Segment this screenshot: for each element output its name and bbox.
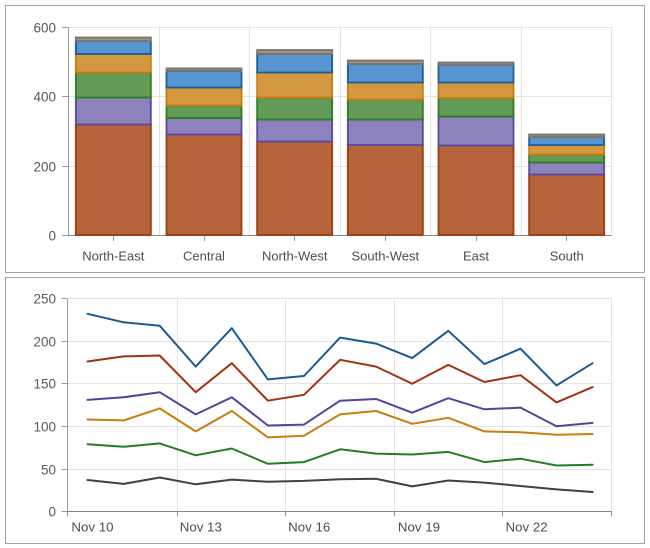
svg-text:0: 0 (48, 229, 56, 244)
svg-text:150: 150 (33, 377, 56, 392)
svg-text:South-West: South-West (351, 249, 419, 264)
svg-text:600: 600 (33, 21, 56, 36)
svg-text:North-East: North-East (82, 249, 145, 264)
svg-text:200: 200 (33, 335, 56, 350)
svg-text:South: South (550, 249, 584, 264)
svg-text:Nov 22: Nov 22 (506, 520, 548, 535)
svg-text:Central: Central (183, 249, 225, 264)
svg-text:0: 0 (48, 505, 56, 520)
svg-text:East: East (463, 249, 489, 264)
svg-text:50: 50 (41, 463, 56, 478)
svg-text:North-West: North-West (262, 249, 328, 264)
svg-text:250: 250 (33, 292, 56, 307)
svg-text:100: 100 (33, 420, 56, 435)
svg-text:Nov 10: Nov 10 (71, 520, 113, 535)
svg-text:Nov 13: Nov 13 (180, 520, 222, 535)
svg-text:400: 400 (33, 90, 56, 105)
svg-text:200: 200 (33, 160, 56, 175)
svg-text:Nov 19: Nov 19 (398, 520, 440, 535)
svg-text:Nov 16: Nov 16 (288, 520, 330, 535)
